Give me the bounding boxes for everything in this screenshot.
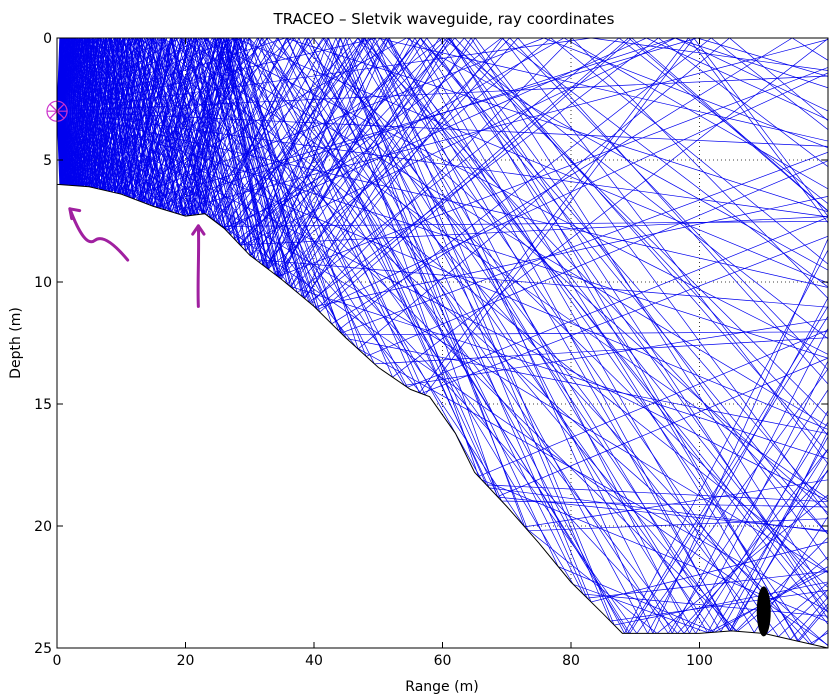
bottom-boundary-line <box>57 183 828 648</box>
x-tick-label: 60 <box>434 653 452 669</box>
arrow-head <box>191 224 206 236</box>
ray-path <box>57 38 828 313</box>
ray-path <box>57 38 828 612</box>
hand-drawn-arrow <box>196 224 201 308</box>
seabed <box>57 183 828 648</box>
ray-path <box>57 110 828 646</box>
chart-title: TRACEO – Sletvik waveguide, ray coordina… <box>273 10 615 28</box>
ray-path <box>57 38 828 436</box>
ray-path <box>57 38 828 620</box>
ray-path <box>57 38 828 535</box>
x-axis: 0 20 40 60 80 100 <box>53 38 713 669</box>
y-tick-label: 5 <box>43 153 52 169</box>
y-axis-label: Depth (m) <box>8 307 24 379</box>
ray-path <box>57 38 828 509</box>
ray-path <box>57 38 828 465</box>
x-tick-label: 40 <box>305 653 323 669</box>
x-tick-label: 100 <box>686 653 713 669</box>
y-tick-label: 20 <box>34 519 52 535</box>
x-tick-label: 80 <box>562 653 580 669</box>
y-tick-label: 25 <box>34 641 52 657</box>
ray-path <box>57 38 828 634</box>
y-tick-label: 15 <box>34 397 52 413</box>
arrow-head <box>68 207 82 221</box>
x-tick-label: 20 <box>177 653 195 669</box>
x-axis-label: Range (m) <box>405 679 478 695</box>
x-tick-label: 0 <box>53 653 62 669</box>
annotations <box>46 100 771 637</box>
ray-path <box>57 38 828 427</box>
seabed-fill <box>57 184 828 648</box>
receiver-marker <box>756 586 771 637</box>
ray-path <box>57 75 828 112</box>
y-tick-label: 10 <box>34 275 52 291</box>
y-tick-label: 0 <box>43 31 52 47</box>
ray-path <box>57 38 828 386</box>
ray-path <box>57 110 828 430</box>
hand-drawn-arrow <box>68 207 130 262</box>
y-axis: 0 5 10 15 20 25 <box>34 31 828 657</box>
ray-path <box>57 110 828 288</box>
ray-path <box>57 38 828 208</box>
